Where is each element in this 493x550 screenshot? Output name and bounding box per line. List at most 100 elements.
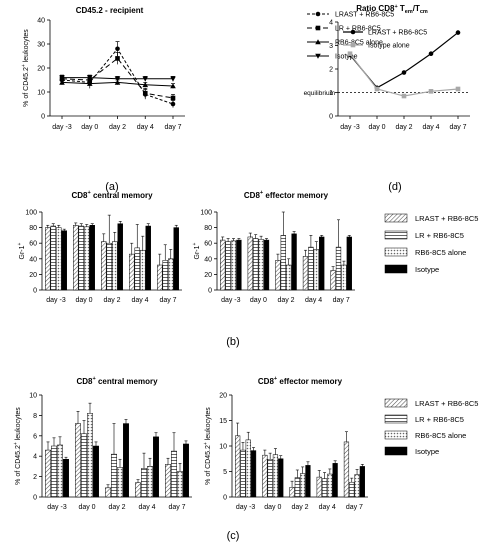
legend-c: LRAST + RB6-8C5 LR + RB6-8C5 RB6-8C5 alone… (384, 398, 478, 456)
x-tick-label: day 2 (395, 124, 412, 131)
legend-marker (350, 42, 356, 48)
data-point (455, 86, 461, 92)
y-tick-label: 2 (329, 67, 333, 74)
bar (177, 471, 183, 498)
y-tick-label: 10 (29, 393, 37, 400)
x-tick-label: day 4 (305, 297, 322, 304)
bar (225, 241, 231, 291)
y-axis-label: Gr-1+ (17, 242, 26, 259)
bar (289, 487, 295, 498)
data-point (428, 89, 434, 94)
legend-label: Isotype alone (368, 43, 410, 50)
chart-b1-title: CD8+ central memory (71, 190, 153, 200)
data-point (170, 101, 176, 107)
x-tick-label: day -3 (46, 297, 66, 304)
y-tick-label: 20 (37, 66, 45, 73)
y-tick-label: 10 (37, 90, 45, 97)
bar (73, 225, 79, 291)
bar (157, 264, 163, 291)
y-tick-label: 40 (29, 256, 37, 263)
x-tick-label: day 2 (108, 504, 125, 511)
x-tick-label: day 7 (164, 124, 181, 131)
y-tick-label: 100 (25, 210, 37, 217)
bar (275, 260, 281, 291)
bar (294, 477, 300, 498)
data-point (86, 75, 93, 81)
bar (147, 466, 153, 498)
chart-c-effector-memory: 0 5 10 15 20 % of CD45.2+ leukocytes CD8+ effe… (203, 376, 368, 511)
bar (112, 241, 118, 291)
bar (236, 239, 242, 291)
data-point (374, 86, 380, 92)
bar (101, 241, 107, 291)
legend-label: LRAST + RB6-8C5 (368, 30, 427, 37)
y-tick-label: 80 (204, 225, 212, 232)
bar (89, 225, 95, 291)
bar (319, 236, 325, 291)
x-tick-label: day 7 (168, 504, 185, 511)
bar (50, 225, 56, 291)
bar (141, 468, 147, 498)
bar (240, 449, 246, 498)
x-tick-label: day -3 (221, 297, 241, 304)
bar (263, 239, 270, 291)
legend-label: Isotype (415, 447, 439, 456)
bar (134, 247, 140, 291)
x-tick-label: day 0 (75, 297, 92, 304)
data-point (170, 95, 176, 101)
y-tick-label: 0 (33, 288, 37, 295)
legend-swatch (384, 247, 408, 257)
y-tick-label: 15 (219, 418, 227, 425)
y-tick-label: 5 (223, 469, 227, 476)
bar (291, 233, 297, 291)
y-axis-label: Gr-1+ (192, 242, 201, 259)
x-tick-label: day -3 (340, 124, 360, 131)
bar (272, 454, 279, 498)
bar (145, 225, 151, 291)
legend-label: LR + RB6-8C5 (335, 26, 381, 33)
legend-swatch (384, 213, 408, 223)
x-tick-label: day 4 (319, 504, 336, 511)
data-point (347, 51, 353, 57)
bar (117, 223, 123, 291)
data-point (401, 70, 407, 75)
y-tick-label: 4 (329, 20, 333, 27)
x-tick-label: day 4 (422, 124, 439, 131)
bar (302, 256, 309, 291)
data-point (59, 79, 65, 85)
bar (245, 439, 251, 498)
y-axis-label: % of CD45.2+ leukocytes (13, 407, 22, 485)
y-tick-label: 0 (329, 114, 333, 121)
chart-a-title: CD45.2 - recipient (76, 6, 144, 15)
y-tick-label: 80 (29, 225, 37, 232)
y-tick-label: 3 (329, 43, 333, 50)
legend-label: RB6-8C5 alone (335, 40, 383, 47)
x-tick-label: day 4 (131, 297, 148, 304)
bar (258, 239, 264, 291)
bar (247, 236, 253, 291)
y-tick-label: 2 (33, 474, 37, 481)
bar (56, 227, 62, 291)
legend-swatch (384, 446, 408, 456)
chart-c1-title: CD8+ central memory (76, 376, 158, 386)
data-point (455, 30, 461, 35)
data-point (114, 76, 121, 82)
bar (93, 445, 99, 498)
x-tick-label: day 7 (159, 297, 176, 304)
panel-label-a: (a) (105, 181, 118, 193)
bar (354, 474, 360, 498)
bar (321, 478, 328, 498)
x-tick-label: day -3 (52, 124, 72, 131)
series-line-1 (349, 53, 459, 97)
x-tick-label: day 7 (333, 297, 350, 304)
y-axis-label: % of CD45.2+ leukocytes (21, 29, 30, 107)
bar (335, 246, 342, 291)
bar (106, 242, 112, 291)
data-point (115, 46, 120, 52)
y-tick-label: 30 (37, 42, 45, 49)
legend-swatch (384, 430, 408, 440)
bar (300, 473, 306, 498)
legend-swatch (384, 230, 408, 240)
y-tick-label: 100 (200, 210, 212, 217)
